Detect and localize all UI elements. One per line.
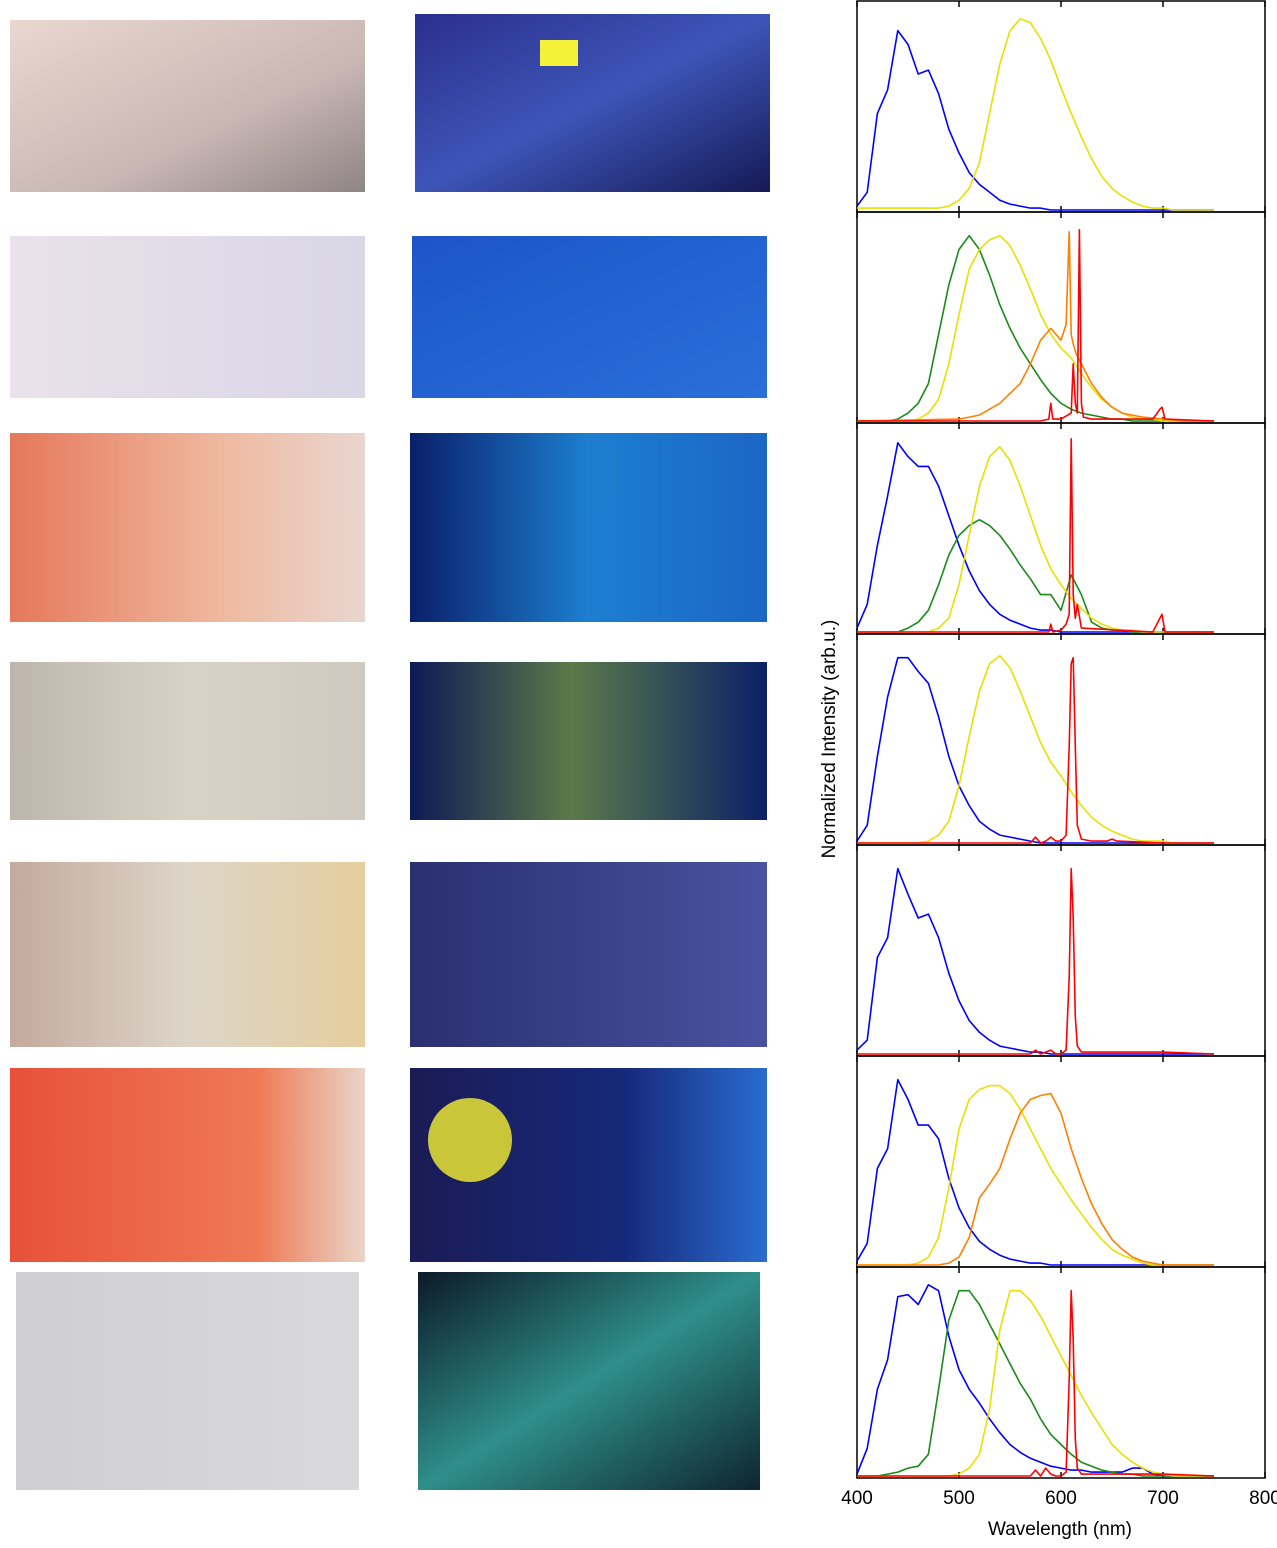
y-axis-title: Normalized Intensity (arb.u.) xyxy=(819,620,840,859)
photos xyxy=(10,14,770,1490)
banknote-uv-photo xyxy=(410,662,767,820)
spectrum-line xyxy=(857,234,1214,422)
spectrum-line xyxy=(857,1289,1215,1477)
spectrum-line xyxy=(857,1289,1214,1477)
x-axis-title: Wavelength (nm) xyxy=(988,1519,1132,1540)
spectrum-line xyxy=(857,234,1214,422)
spectrum-line xyxy=(857,445,1214,633)
panel-frame xyxy=(856,844,1266,1057)
spectrum-line xyxy=(857,654,1214,844)
x-tick-label: 600 xyxy=(1045,1488,1077,1509)
spectrum-line xyxy=(857,1289,1214,1477)
banknote-photo xyxy=(10,433,365,622)
panel-frame xyxy=(856,0,1266,213)
panel-frame xyxy=(856,1266,1266,1479)
uv-feature xyxy=(540,40,578,66)
spectrum-line xyxy=(857,867,1215,1055)
spectrum-line xyxy=(856,1078,1214,1266)
banknote-uv-photo xyxy=(412,236,767,398)
banknote-photo xyxy=(10,236,365,398)
spectrum-line xyxy=(857,438,1214,633)
x-tick-label: 700 xyxy=(1147,1488,1179,1509)
banknote-photo xyxy=(10,862,365,1047)
passport-uv-photo xyxy=(418,1272,760,1490)
banknote-uv-photo xyxy=(415,14,770,192)
panel-frame xyxy=(856,633,1266,846)
spectrum-line xyxy=(856,442,1214,633)
spectrum-line xyxy=(857,518,1214,633)
spectrum-line xyxy=(856,231,1214,422)
banknote-uv-photo xyxy=(410,433,767,622)
panel-frame xyxy=(856,211,1266,424)
spectrum-line xyxy=(857,1092,1214,1266)
banknote-photo xyxy=(10,1068,365,1262)
spectrum-line xyxy=(856,656,1214,844)
x-tick-label: 500 xyxy=(943,1488,975,1509)
spectrum-line xyxy=(857,1084,1214,1266)
panel-frame xyxy=(856,1055,1266,1268)
x-tick-label: 400 xyxy=(841,1488,873,1509)
spectrum-line xyxy=(856,1284,1214,1477)
banknote-uv-photo xyxy=(410,862,767,1047)
spectrum-line xyxy=(857,229,1215,422)
spectrum-line xyxy=(856,867,1214,1055)
uv-feature xyxy=(428,1098,512,1182)
panel-frame xyxy=(856,422,1266,635)
spectrum-line xyxy=(856,29,1214,211)
banknote-photo xyxy=(10,20,365,192)
spectrum-line xyxy=(857,656,1214,844)
x-tick-label: 800 xyxy=(1249,1488,1277,1509)
banknote-photo xyxy=(10,662,365,820)
passport-photo xyxy=(16,1272,359,1490)
spectrum-line xyxy=(857,18,1214,211)
